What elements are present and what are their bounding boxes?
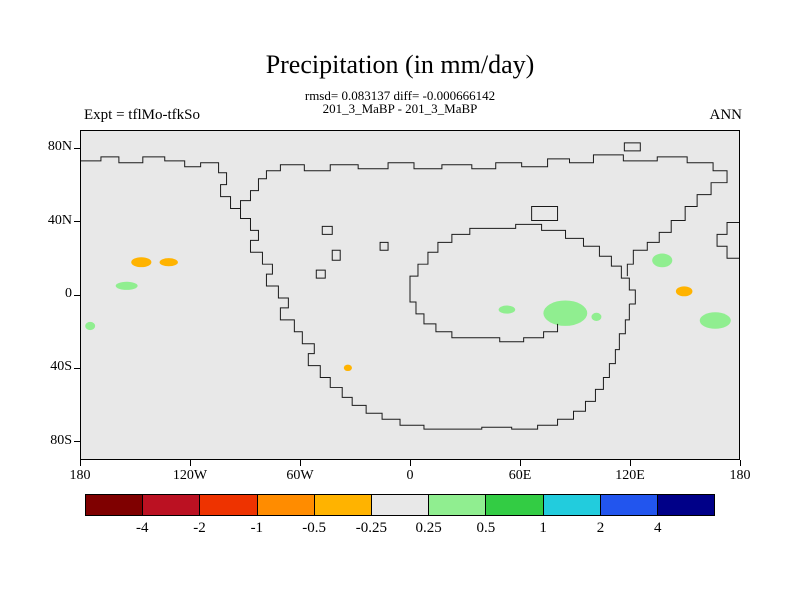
x-tick-mark bbox=[519, 460, 521, 466]
colorbar-segment bbox=[143, 495, 201, 515]
colorbar-segment bbox=[429, 495, 487, 515]
colorbar-tick-label: -2 bbox=[193, 520, 206, 536]
y-tick-mark bbox=[74, 441, 80, 443]
colorbar-tick-label: -0.5 bbox=[302, 520, 326, 536]
y-tick-mark bbox=[74, 367, 80, 369]
anomaly-patch bbox=[159, 258, 178, 267]
x-tick-mark bbox=[409, 460, 411, 466]
x-tick-label: 0 bbox=[406, 468, 414, 483]
chart-title: Precipitation (in mm/day) bbox=[265, 50, 535, 79]
y-tick-mark bbox=[74, 221, 80, 223]
colorbar-tick-label: 4 bbox=[653, 520, 662, 536]
colorbar-segment bbox=[86, 495, 144, 515]
model-comparison-label: 201_3_MaBP - 201_3_MaBP bbox=[322, 101, 478, 116]
coastline-west-continent bbox=[240, 208, 630, 430]
x-tick-label: 120W bbox=[172, 468, 208, 483]
coastline-tethys-south bbox=[409, 290, 559, 343]
anomaly-patch bbox=[699, 312, 731, 329]
colorbar-tick-label: 1 bbox=[539, 520, 547, 536]
x-tick-label: 120E bbox=[615, 468, 645, 483]
colorbar-segment bbox=[314, 495, 372, 515]
anomaly-patch bbox=[591, 312, 602, 321]
x-tick-mark bbox=[629, 460, 631, 466]
anomaly-patch bbox=[652, 253, 673, 268]
x-tick-mark bbox=[299, 460, 301, 466]
coastlines bbox=[81, 142, 739, 430]
experiment-label: Expt = tflMo-tfkSo bbox=[84, 107, 200, 123]
x-tick-mark bbox=[79, 460, 81, 466]
x-tick-mark bbox=[189, 460, 191, 466]
colorbar-segment bbox=[371, 495, 430, 515]
colorbar-tick-label: -1 bbox=[250, 520, 264, 536]
season-label: ANN bbox=[709, 107, 743, 123]
y-tick-label: 80N bbox=[47, 139, 72, 155]
x-tick-mark bbox=[739, 460, 741, 466]
colorbar-tick-label: -0.25 bbox=[355, 520, 387, 536]
map-plot bbox=[80, 130, 740, 460]
coastline-tethys-north bbox=[409, 223, 636, 305]
anomaly-patch bbox=[115, 281, 138, 290]
colorbar-segment bbox=[600, 495, 658, 515]
x-tick-label: 180 bbox=[69, 468, 91, 483]
colorbar-tick-label: 2 bbox=[596, 520, 605, 536]
y-tick-label: 40S bbox=[50, 359, 72, 375]
colorbar-segment bbox=[543, 495, 601, 515]
y-tick-label: 80S bbox=[50, 432, 72, 448]
x-tick-label: 180 bbox=[729, 468, 751, 483]
anomaly-patch bbox=[543, 300, 588, 326]
colorbar-tick-label: -4 bbox=[136, 520, 149, 536]
colorbar-segment bbox=[657, 495, 715, 515]
anomaly-patches bbox=[85, 253, 731, 372]
coastline-north bbox=[81, 154, 728, 277]
x-tick-label: 60W bbox=[286, 468, 314, 483]
y-tick-mark bbox=[74, 147, 80, 149]
anomaly-patch bbox=[498, 305, 516, 314]
y-tick-mark bbox=[74, 294, 80, 296]
colorbar-tick-label: 0.25 bbox=[415, 520, 442, 536]
stats-line: rmsd= 0.083137 diff= -0.000666142 bbox=[304, 88, 496, 103]
colorbar-segment bbox=[257, 495, 315, 515]
colorbar bbox=[85, 494, 715, 516]
anomaly-patch bbox=[675, 286, 693, 297]
x-tick-label: 60E bbox=[508, 468, 532, 483]
y-tick-label: 40N bbox=[47, 212, 72, 228]
anomaly-patch bbox=[85, 321, 96, 331]
coastline-islands bbox=[315, 142, 739, 279]
colorbar-segment bbox=[200, 495, 258, 515]
colorbar-tick-label: 0.5 bbox=[476, 520, 496, 536]
anomaly-patch bbox=[131, 257, 152, 268]
y-tick-label: 0 bbox=[65, 286, 72, 301]
colorbar-segment bbox=[486, 495, 544, 515]
map-svg bbox=[81, 142, 739, 430]
anomaly-patch bbox=[343, 364, 352, 372]
